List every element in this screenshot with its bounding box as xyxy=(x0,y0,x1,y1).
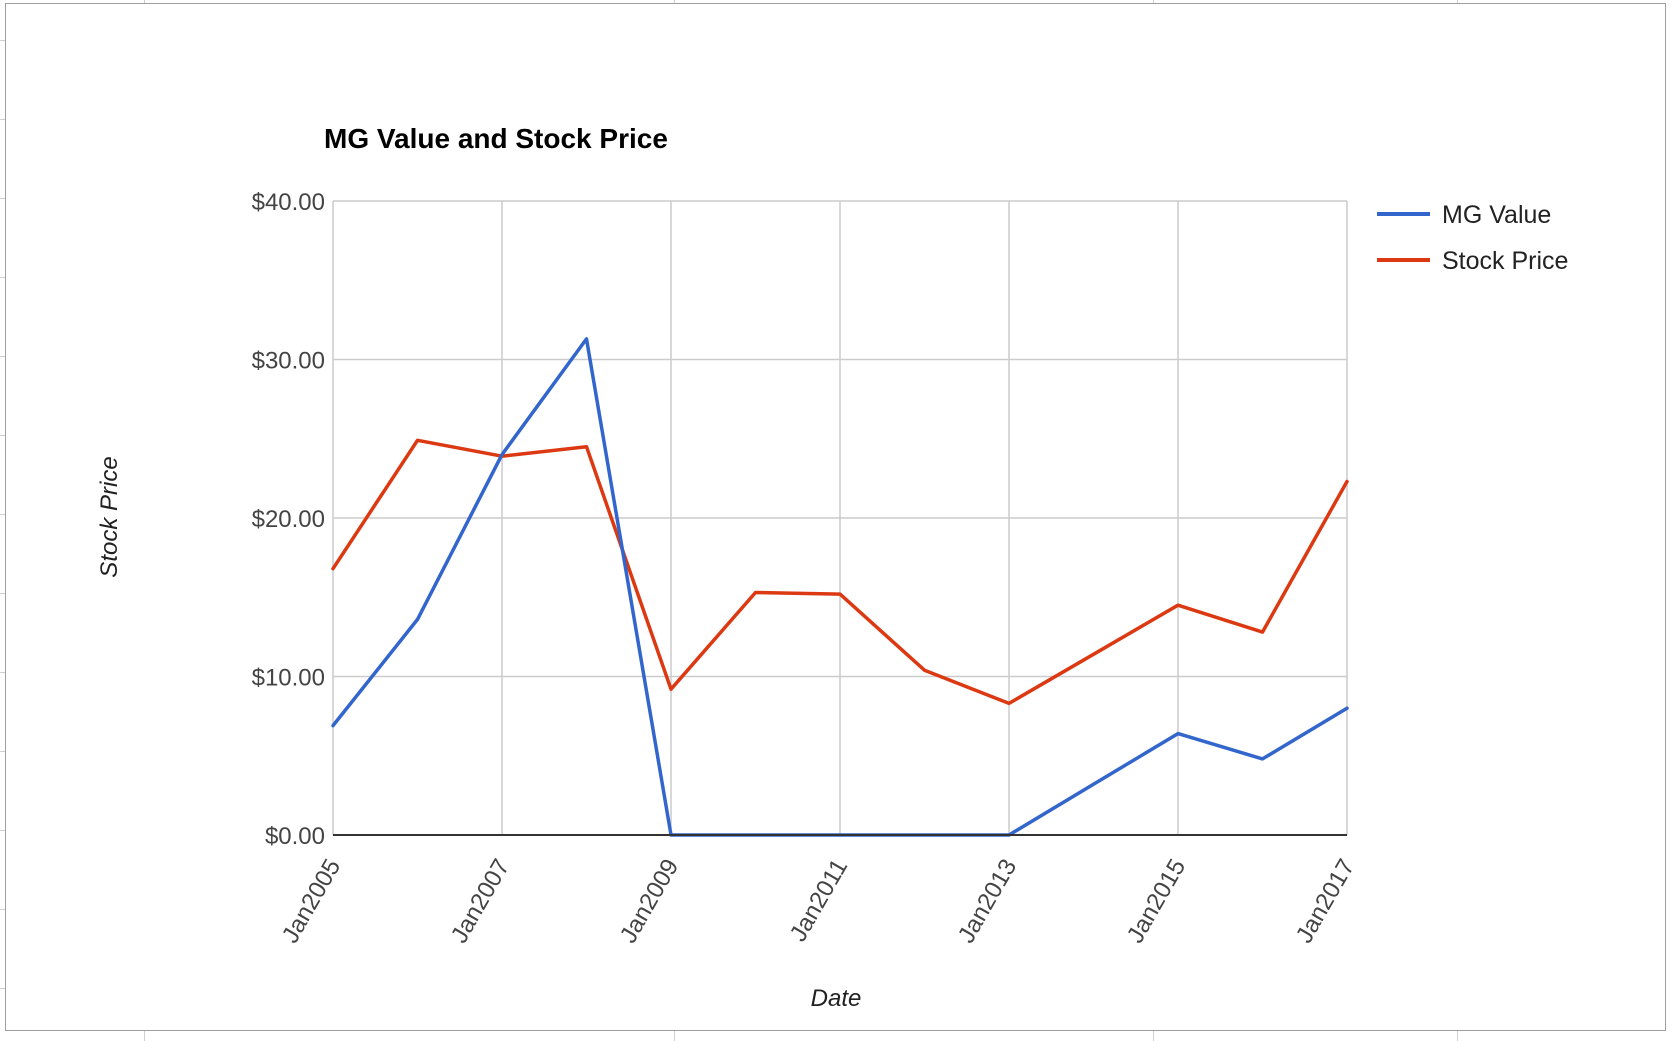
sheet-grid-tick xyxy=(0,593,5,594)
y-axis-title: Stock Price xyxy=(96,456,123,577)
legend: MG Value Stock Price xyxy=(1377,201,1568,275)
sheet-grid-tick xyxy=(0,435,5,436)
gridlines xyxy=(332,200,1348,836)
sheet-grid-tick xyxy=(144,0,145,3)
sheet-grid-tick xyxy=(0,119,5,120)
sheet-grid-tick xyxy=(1457,0,1458,3)
x-tick-label: Jan2007 xyxy=(446,855,515,948)
sheet-grid-tick xyxy=(674,0,675,3)
x-tick-label: Jan2017 xyxy=(1291,855,1360,948)
sheet-grid-tick xyxy=(0,988,5,989)
sheet-grid-tick xyxy=(1153,1031,1154,1041)
chart-title: MG Value and Stock Price xyxy=(324,123,668,154)
x-axis-title: Date xyxy=(811,985,862,1012)
sheet-grid-tick xyxy=(0,751,5,752)
x-tick-label: Jan2015 xyxy=(1122,855,1191,948)
legend-label-stock-price: Stock Price xyxy=(1442,247,1568,275)
chart-container[interactable] xyxy=(5,3,1666,1031)
sheet-grid-tick xyxy=(0,277,5,278)
y-tick-label: $0.00 xyxy=(265,823,325,850)
x-tick-label: Jan2009 xyxy=(615,855,684,948)
y-tick-label: $40.00 xyxy=(252,189,325,216)
sheet-grid-tick xyxy=(0,514,5,515)
sheet-grid-tick xyxy=(1457,1031,1458,1041)
x-tick-label: Jan2005 xyxy=(277,855,346,948)
x-axis-ticks: Jan2005 Jan2007 Jan2009 Jan2011 Jan2013 Jan20… xyxy=(277,855,1360,948)
legend-label-mg-value: MG Value xyxy=(1442,201,1551,229)
sheet-grid-tick xyxy=(674,1031,675,1041)
sheet-grid-tick xyxy=(144,1031,145,1041)
y-tick-label: $30.00 xyxy=(252,348,325,375)
sheet-grid-tick xyxy=(0,356,5,357)
y-tick-label: $20.00 xyxy=(252,506,325,533)
sheet-grid-tick xyxy=(1153,0,1154,3)
y-axis-ticks: $0.00 $10.00 $20.00 $30.00 $40.00 xyxy=(252,189,325,850)
sheet-grid-tick xyxy=(0,830,5,831)
x-tick-label: Jan2013 xyxy=(953,855,1022,948)
x-tick-label: Jan2011 xyxy=(785,855,854,947)
sheet-grid-tick xyxy=(0,40,5,41)
sheet-grid-tick xyxy=(0,672,5,673)
sheet-grid-tick xyxy=(0,909,5,910)
sheet-grid-tick xyxy=(0,198,5,199)
y-tick-label: $10.00 xyxy=(252,665,325,692)
